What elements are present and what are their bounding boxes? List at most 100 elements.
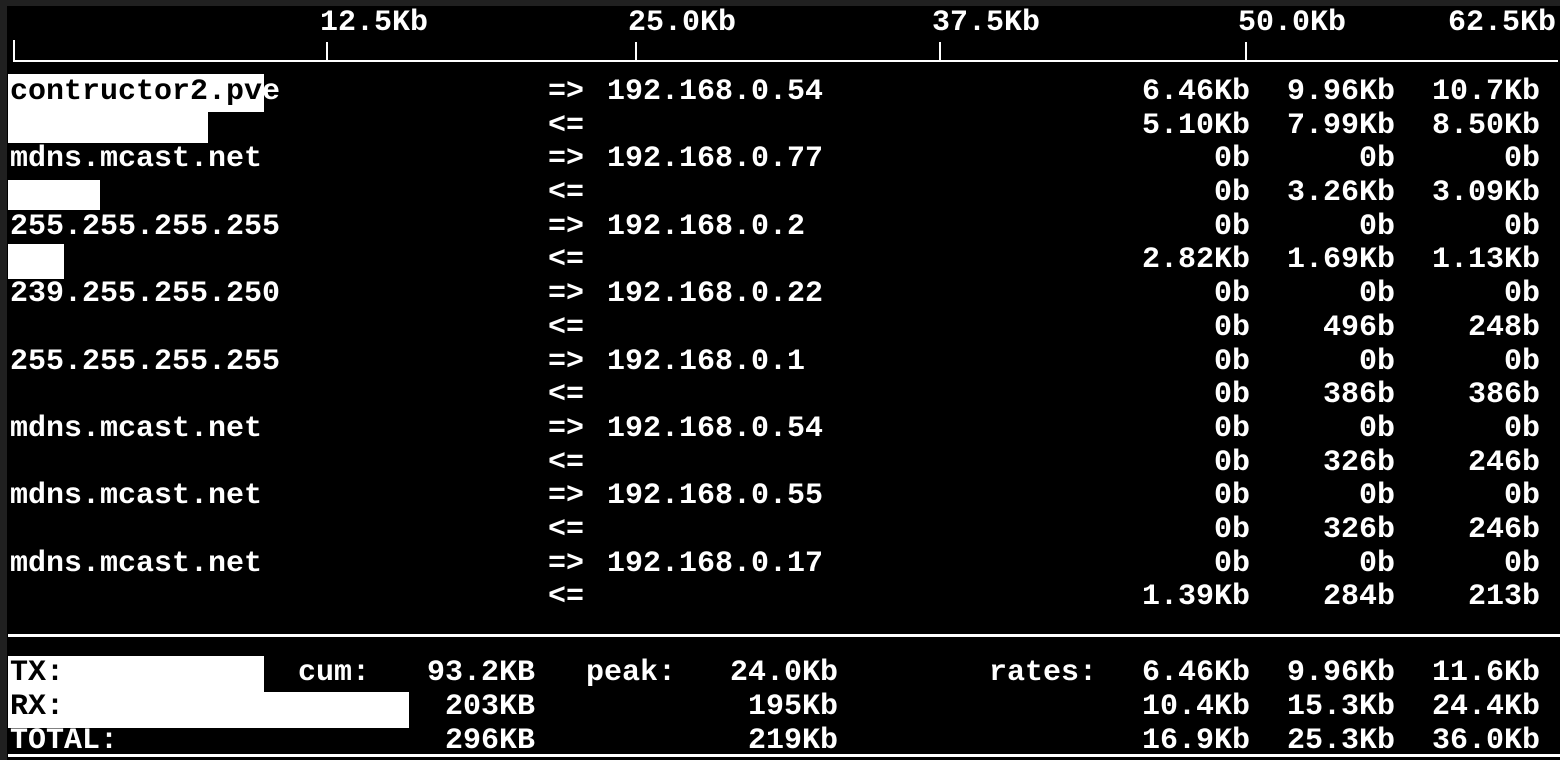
rate-40s: 10.7Kb	[1431, 75, 1540, 109]
rx-arrow-icon: <=	[548, 580, 585, 615]
host-label-rest: e	[262, 75, 281, 109]
rx-arrow-icon: <=	[548, 108, 585, 143]
rate-10s: 326b	[1322, 445, 1395, 480]
connection-line-out: mdns.mcast.net => 192.168.0.77 0b 0b 0b	[0, 143, 1560, 177]
rate-2s: 0b	[1213, 209, 1250, 244]
host-label: mdns.mcast.net	[10, 142, 263, 177]
rate-10s: 386b	[1322, 378, 1395, 413]
connection-line-out: contructor2.pve => 192.168.0.54 6.46Kb 9…	[0, 74, 1560, 112]
host-label: mdns.mcast.net	[10, 479, 263, 514]
rate-10s: 0b	[1358, 411, 1395, 446]
rate-10s: 1.69Kb	[1286, 243, 1395, 278]
rx-rate-40s: 24.4Kb	[1431, 690, 1540, 724]
scale-label: 25.0Kb	[628, 6, 737, 40]
dest-ip: 192.168.0.1	[607, 344, 806, 379]
rate-2s: 0b	[1213, 378, 1250, 413]
tx-label: TX:	[10, 656, 65, 690]
dest-ip: 192.168.0.77	[607, 142, 824, 177]
peak-label: peak:	[586, 656, 677, 690]
host-label: 255.255.255.255	[10, 344, 281, 379]
total-cum-value: 296KB	[444, 724, 535, 758]
rate-2s: 0b	[1213, 479, 1250, 514]
rate-10s: 0b	[1358, 546, 1395, 581]
scale-axis-corner	[13, 40, 15, 62]
rate-40s: 0b	[1503, 344, 1540, 379]
total-rate-10s: 25.3Kb	[1286, 724, 1395, 758]
rx-arrow-icon: <=	[548, 378, 585, 413]
tx-peak-value: 24.0Kb	[729, 656, 838, 690]
scale-axis-line	[13, 60, 1558, 62]
connection-table: contructor2.pve => 192.168.0.54 6.46Kb 9…	[0, 74, 1560, 615]
rate-10s: 496b	[1322, 310, 1395, 345]
rates-label: rates:	[989, 656, 1098, 690]
tx-rate-2s: 6.46Kb	[1141, 656, 1250, 690]
dest-ip: 192.168.0.54	[607, 75, 824, 109]
rate-40s: 3.09Kb	[1431, 176, 1540, 211]
connection-line-in: <= 0b 326b 246b	[0, 512, 1560, 548]
connection-line-out: mdns.mcast.net => 192.168.0.17 0b 0b 0b	[0, 546, 1560, 582]
tx-arrow-icon: =>	[548, 277, 585, 312]
summary-tx-row: TX: cum: 93.2KB peak: 24.0Kb rates: 6.46…	[0, 656, 1560, 692]
rx-label: RX:	[10, 690, 65, 724]
connection-line-out: 255.255.255.255 => 192.168.0.1 0b 0b 0b	[0, 344, 1560, 380]
host-label-highlighted: contructor2.pv	[10, 75, 263, 109]
window-left-edge	[0, 0, 7, 760]
connection-line-out: 255.255.255.255 => 192.168.0.2 0b 0b 0b	[0, 209, 1560, 245]
rx-arrow-icon: <=	[548, 243, 585, 278]
redaction-box	[8, 656, 264, 692]
window-top-edge	[0, 0, 1560, 6]
dest-ip: 192.168.0.17	[607, 546, 824, 581]
redaction-box	[8, 244, 64, 280]
rate-40s: 0b	[1503, 546, 1540, 581]
connection-line-in: <= 0b 326b 246b	[0, 445, 1560, 481]
rate-40s: 8.50Kb	[1431, 108, 1540, 143]
tx-arrow-icon: =>	[548, 344, 585, 379]
scale-label: 12.5Kb	[320, 6, 429, 40]
host-label: mdns.mcast.net	[10, 411, 263, 446]
rate-2s: 0b	[1213, 176, 1250, 211]
rate-40s: 246b	[1467, 512, 1540, 547]
connection-line-in: <= 0b 3.26Kb 3.09Kb	[0, 176, 1560, 211]
rate-40s: 0b	[1503, 479, 1540, 514]
rate-2s: 0b	[1213, 411, 1250, 446]
rate-2s: 0b	[1213, 546, 1250, 581]
connection-line-in: <= 5.10Kb 7.99Kb 8.50Kb	[0, 108, 1560, 144]
rate-2s: 1.39Kb	[1141, 580, 1250, 615]
total-label: TOTAL:	[10, 724, 119, 758]
rate-2s: 6.46Kb	[1141, 75, 1250, 109]
redaction-box	[8, 110, 208, 143]
rx-arrow-icon: <=	[548, 512, 585, 547]
rate-10s: 0b	[1358, 479, 1395, 514]
host-label: mdns.mcast.net	[10, 546, 263, 581]
connection-line-in: <= 0b 496b 248b	[0, 310, 1560, 346]
dest-ip: 192.168.0.22	[607, 277, 824, 312]
total-rate-2s: 16.9Kb	[1141, 724, 1250, 758]
tx-arrow-icon: =>	[548, 411, 585, 446]
total-peak-value: 219Kb	[747, 724, 838, 758]
host-label: 255.255.255.255	[10, 209, 281, 244]
rate-40s: 248b	[1467, 310, 1540, 345]
rate-10s: 0b	[1358, 142, 1395, 177]
scale-label: 37.5Kb	[932, 6, 1041, 40]
scale-tick	[635, 42, 637, 60]
redaction-box	[8, 692, 409, 728]
rx-rate-2s: 10.4Kb	[1141, 690, 1250, 724]
scale-label: 50.0Kb	[1238, 6, 1347, 40]
cum-label: cum:	[298, 656, 371, 690]
rate-40s: 0b	[1503, 209, 1540, 244]
host-label: contructor2.pve	[10, 75, 281, 110]
tx-arrow-icon: =>	[548, 546, 585, 581]
connection-line-in: <= 2.82Kb 1.69Kb 1.13Kb	[0, 243, 1560, 280]
rx-cum-value: 203KB	[444, 690, 535, 724]
rate-40s: 386b	[1467, 378, 1540, 413]
rate-10s: 0b	[1358, 209, 1395, 244]
tx-arrow-icon: =>	[548, 209, 585, 244]
total-rate-40s: 36.0Kb	[1431, 724, 1540, 758]
tx-arrow-icon: =>	[548, 142, 585, 177]
rx-arrow-icon: <=	[548, 310, 585, 345]
tx-cum-value: 93.2KB	[426, 656, 535, 690]
rate-40s: 246b	[1467, 445, 1540, 480]
rate-2s: 0b	[1213, 310, 1250, 345]
rate-40s: 1.13Kb	[1431, 243, 1540, 278]
